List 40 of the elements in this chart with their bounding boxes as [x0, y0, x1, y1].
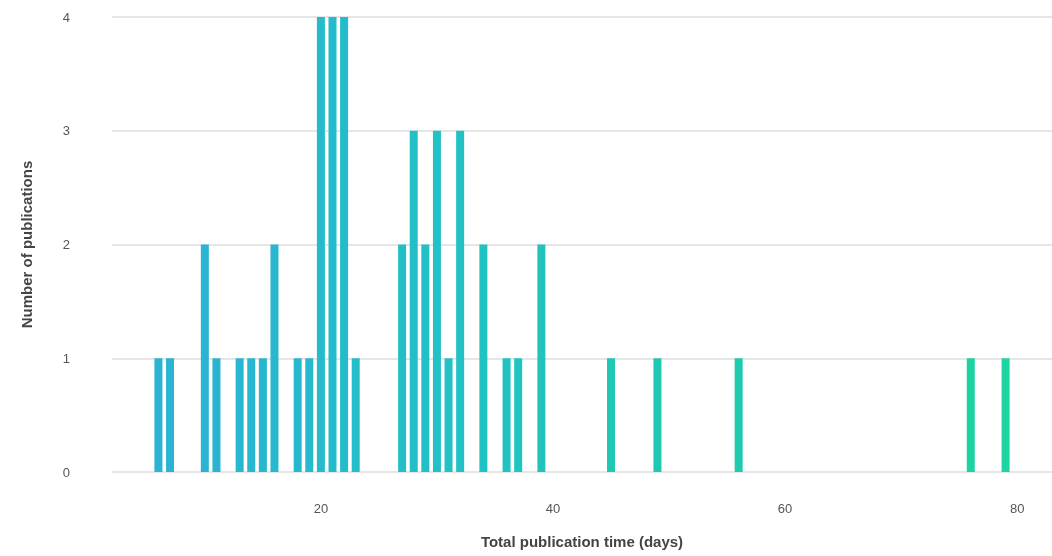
y-tick-label: 1 [62, 350, 70, 366]
y-axis-title: Number of publications [18, 160, 35, 329]
y-tick-label: 3 [62, 123, 70, 139]
x-axis-title: Total publication time (days) [480, 533, 684, 550]
bar [340, 17, 349, 472]
bar [456, 130, 465, 472]
bar [421, 244, 430, 472]
bar [444, 358, 453, 472]
bar [270, 244, 279, 472]
bar [200, 244, 209, 472]
bar [328, 17, 337, 472]
bar [235, 358, 244, 472]
bar [212, 358, 221, 472]
bar [154, 358, 163, 472]
bar [316, 17, 325, 472]
x-tick-label: 80 [1009, 501, 1025, 516]
bar [258, 358, 267, 472]
bar [166, 358, 175, 472]
x-tick-label: 20 [313, 501, 329, 516]
y-tick-label: 0 [62, 464, 70, 480]
bar [607, 358, 616, 472]
bar [1001, 358, 1010, 472]
bar [734, 358, 743, 472]
bar [247, 358, 256, 472]
bar [514, 358, 523, 472]
bar [653, 358, 662, 472]
bar [479, 244, 488, 472]
bar [398, 244, 407, 472]
bar [537, 244, 546, 472]
bar [305, 358, 314, 472]
x-tick-label: 60 [777, 501, 793, 516]
bar [502, 358, 511, 472]
x-tick-label: 40 [545, 501, 561, 516]
y-tick-label: 2 [62, 237, 70, 252]
bar [966, 358, 975, 472]
bar [293, 358, 302, 472]
y-tick-label: 4 [62, 9, 70, 25]
bar [409, 130, 418, 472]
bar [351, 358, 360, 472]
bar [432, 130, 441, 472]
